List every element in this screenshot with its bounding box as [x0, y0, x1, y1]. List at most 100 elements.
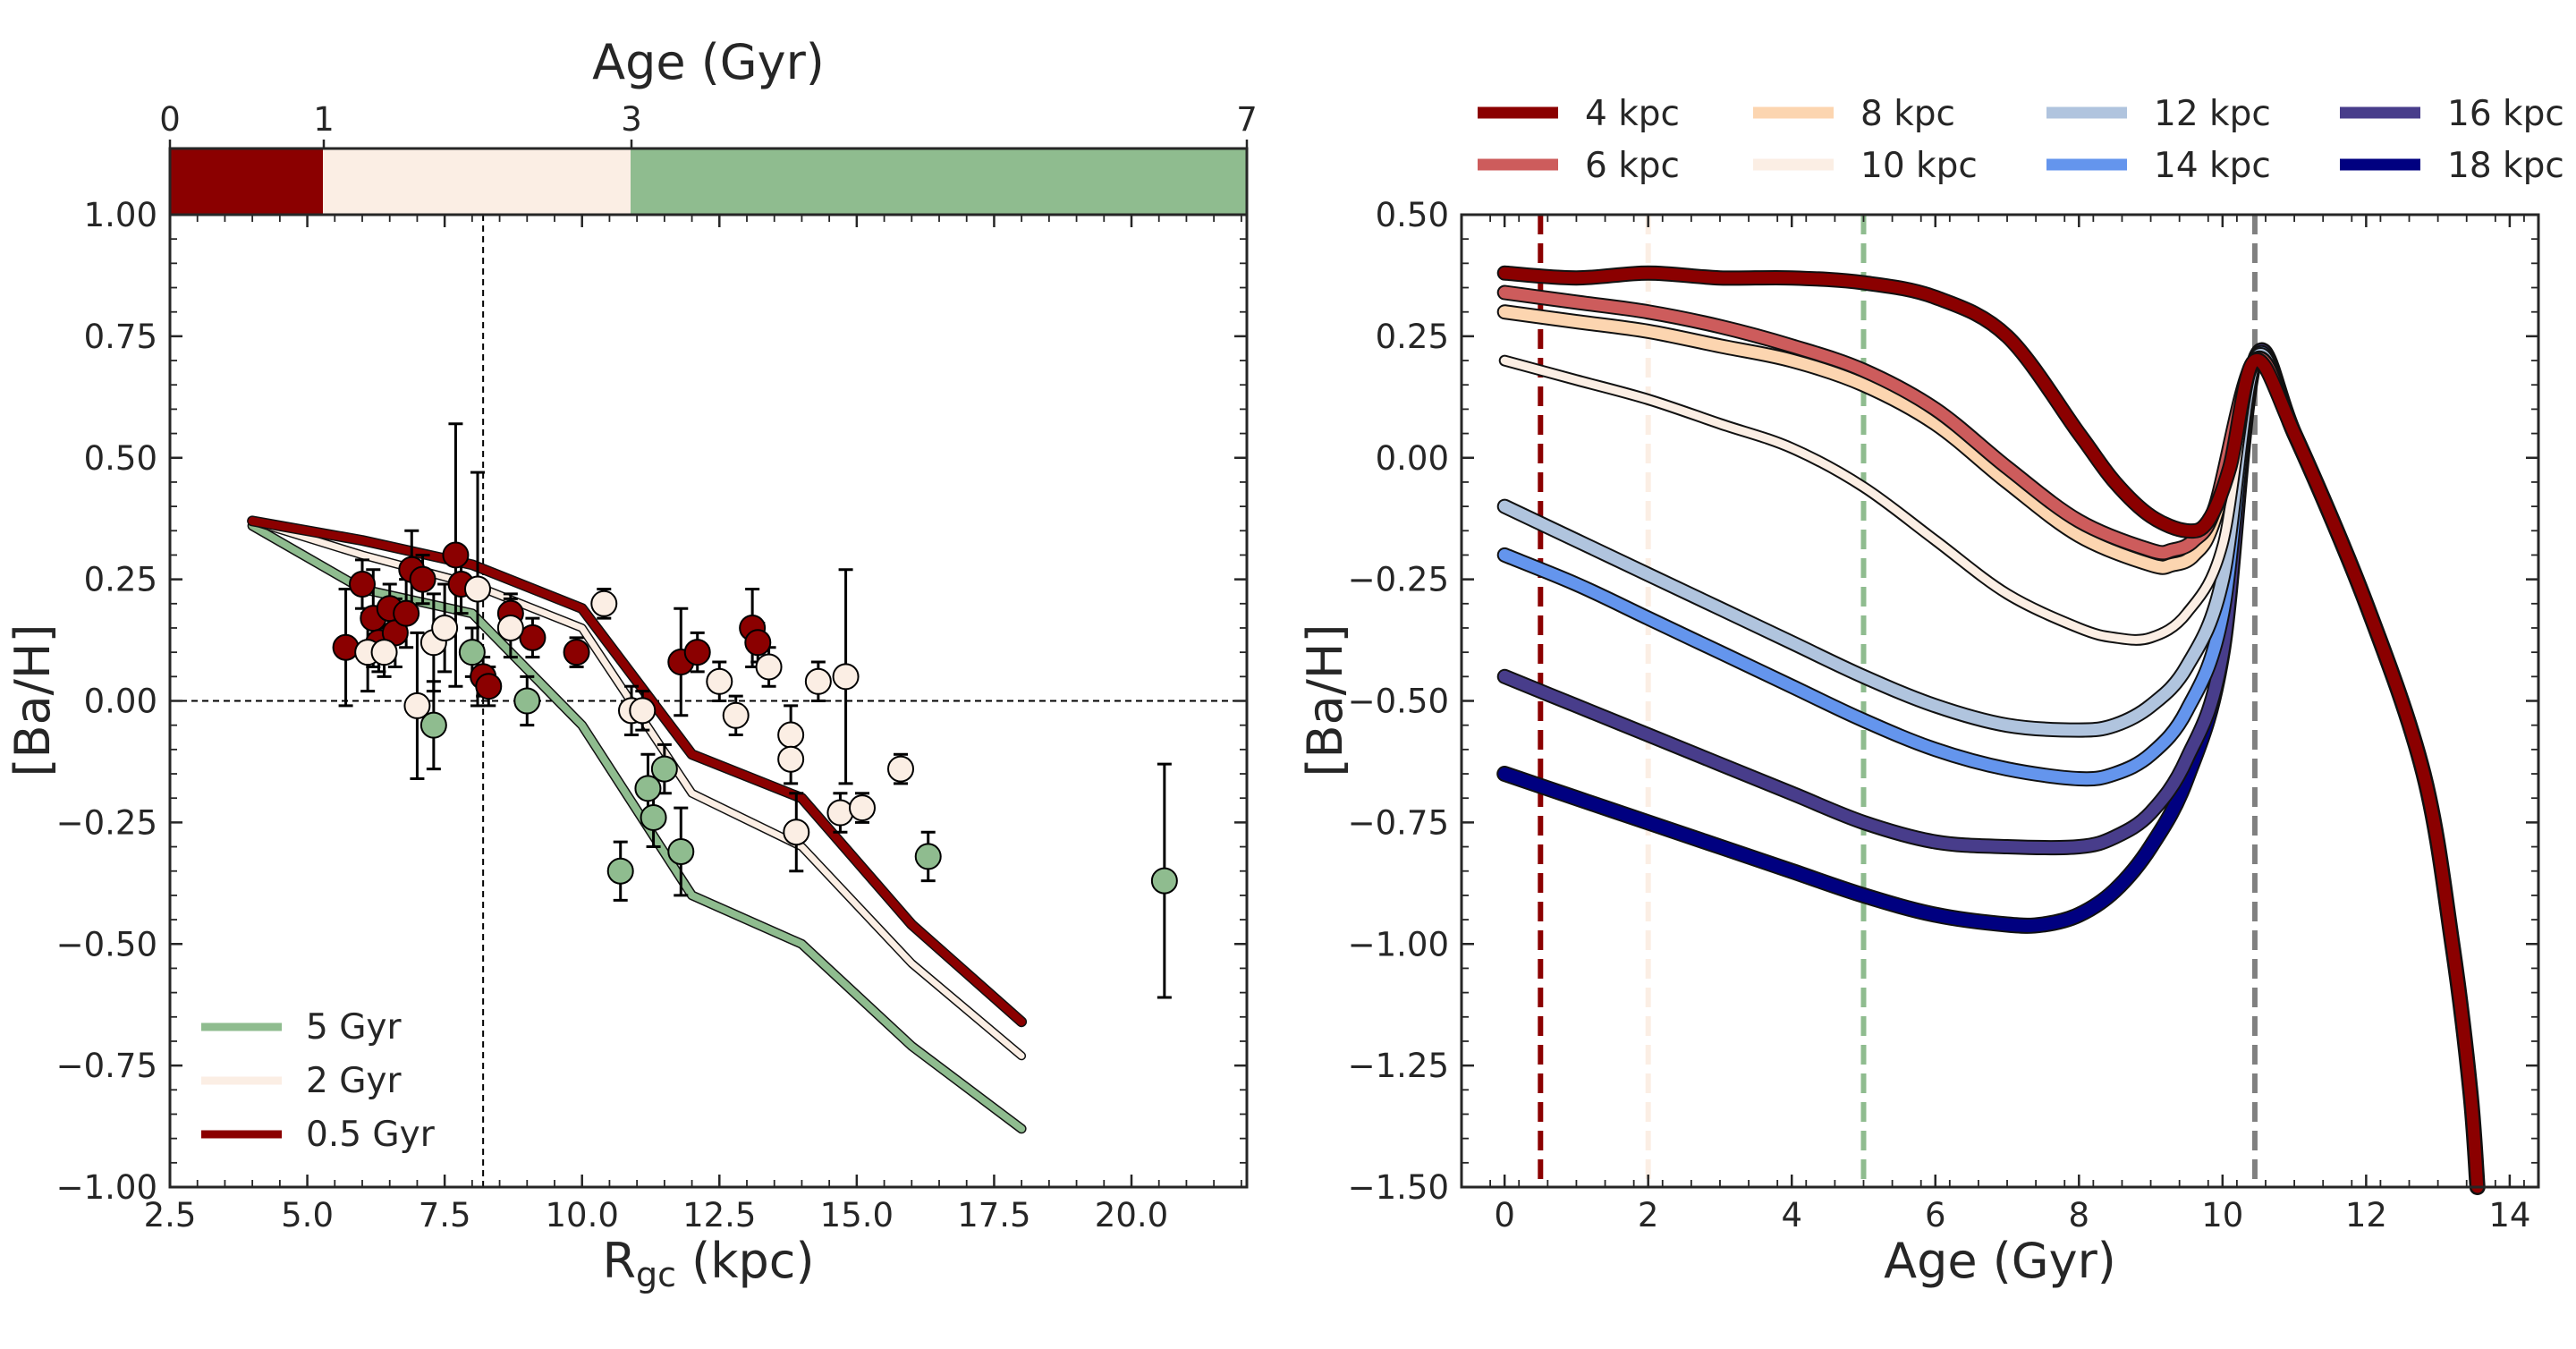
left-x-axis-label: Rgc (kpc) [602, 1233, 814, 1294]
data-point [1150, 867, 1178, 895]
legend-label-10-kpc: 10 kpc [1860, 146, 1978, 186]
data-point [722, 701, 750, 729]
series-line-0-5-gyr [248, 516, 1026, 1026]
right-xtick-label: 8 [2069, 1196, 2090, 1234]
left-ytick-label: 1.00 [84, 196, 157, 234]
right-xtick-label: 4 [1781, 1196, 1802, 1234]
data-point [513, 687, 541, 715]
left-ytick-label: −0.25 [56, 803, 157, 842]
left-x-axis-label-unit: (kpc) [676, 1233, 815, 1289]
right-xtick-label: 0 [1494, 1196, 1515, 1234]
data-point [744, 629, 772, 657]
data-point [431, 614, 459, 641]
data-point [409, 565, 436, 593]
left-xtick-label: 12.5 [682, 1196, 756, 1234]
data-point [777, 745, 805, 773]
right-ytick-label: 0.00 [1376, 439, 1449, 478]
colorbar-bin-0-1 [170, 148, 323, 215]
data-point [634, 775, 662, 802]
legend-label-16-kpc: 16 kpc [2447, 94, 2564, 134]
series-line-4-kpc [1498, 267, 2484, 1193]
data-point [370, 639, 398, 666]
data-point [887, 755, 914, 783]
right-xtick-label: 12 [2345, 1196, 2387, 1234]
left-xtick-label: 10.0 [546, 1196, 619, 1234]
left-x-axis-label-sub: gc [636, 1255, 676, 1294]
colorbar-ticks: 0 1 3 7 [159, 100, 1258, 148]
left-plot-content [170, 215, 1247, 1187]
left-x-axis-label-main: R [602, 1233, 636, 1289]
data-point [442, 541, 470, 569]
data-point [706, 667, 733, 695]
data-point [640, 803, 667, 831]
data-point [349, 571, 376, 598]
left-xtick-label: 15.0 [820, 1196, 894, 1234]
series-line-5-gyr [249, 522, 1026, 1133]
right-plot-content [1496, 215, 2486, 1195]
data-point [650, 755, 678, 783]
right-ytick-label: −1.50 [1348, 1168, 1449, 1207]
data-point [777, 721, 805, 749]
left-xtick-label: 5.0 [281, 1196, 334, 1234]
data-point [804, 667, 832, 695]
data-point [563, 639, 590, 666]
left-legend: 5 Gyr 2 Gyr 0.5 Gyr [201, 1007, 436, 1155]
right-ytick-label: −0.75 [1348, 803, 1449, 842]
data-point [826, 799, 854, 827]
left-xtick-label: 7.5 [419, 1196, 471, 1234]
left-plot-ticks: 2.5 5.0 7.5 10.0 12.5 15.0 17.5 20.0 −1.00 −0.75 −… [56, 196, 1247, 1234]
right-ytick-label: −1.00 [1348, 925, 1449, 963]
left-xtick-label: 20.0 [1095, 1196, 1168, 1234]
legend-label-2-gyr: 2 Gyr [306, 1061, 402, 1101]
left-ytick-label: −0.50 [56, 925, 157, 963]
left-ytick-label: 0.00 [84, 683, 157, 721]
colorbar-tick-label: 7 [1236, 100, 1258, 139]
colorbar-bin-1-3 [323, 148, 631, 215]
left-ytick-label: 0.25 [84, 561, 157, 599]
legend-label-6-kpc: 6 kpc [1585, 146, 1680, 186]
colorbar-tick-label: 3 [621, 100, 642, 139]
data-point [519, 624, 547, 651]
data-point [832, 663, 860, 691]
legend-label-5-gyr: 5 Gyr [306, 1007, 402, 1048]
right-panel: 0 2 4 6 8 10 12 14 −1.50 −1.25 −1.00 −0.75 −0.50 −0.2… [1297, 94, 2564, 1289]
left-xtick-label: 17.5 [957, 1196, 1030, 1234]
left-ytick-label: 0.75 [84, 318, 157, 356]
right-plot-frame [1460, 213, 2540, 1189]
right-xtick-label: 2 [1638, 1196, 1659, 1234]
colorbar-tick-label: 1 [313, 100, 335, 139]
left-ytick-label: −1.00 [56, 1168, 157, 1207]
left-ytick-label: 0.50 [84, 439, 157, 478]
right-y-axis-label: [Ba/H] [1297, 624, 1353, 776]
legend-label-0-5-gyr: 0.5 Gyr [306, 1115, 436, 1155]
right-ytick-label: 0.50 [1376, 196, 1449, 234]
data-point [419, 711, 447, 739]
data-point [606, 857, 634, 885]
right-legend: 4 kpc 6 kpc 8 kpc 10 kpc 12 kpc 14 kpc 16 kpc 1… [1478, 94, 2564, 186]
legend-label-14-kpc: 14 kpc [2154, 146, 2271, 186]
right-xtick-label: 10 [2201, 1196, 2243, 1234]
data-point [629, 697, 657, 725]
data-point [475, 673, 503, 700]
legend-label-8-kpc: 8 kpc [1860, 94, 1955, 134]
right-x-axis-label: Age (Gyr) [1884, 1233, 2116, 1289]
left-panel: 0 1 3 7 Age (Gyr) 2.5 5.0 7.5 10.0 12.5 15.0 17.5… [4, 34, 1258, 1294]
data-point [393, 599, 420, 627]
right-ytick-label: −1.25 [1348, 1047, 1449, 1085]
data-point [590, 590, 618, 617]
right-ytick-label: 0.25 [1376, 318, 1449, 356]
colorbar-bin-3-7 [631, 148, 1247, 215]
data-point [496, 614, 524, 641]
data-point [403, 691, 431, 719]
data-point [755, 653, 783, 681]
data-point [914, 843, 942, 870]
data-point [683, 639, 711, 666]
data-point [464, 575, 491, 603]
data-point [332, 633, 360, 661]
age-colorbar: 0 1 3 7 Age (Gyr) [159, 34, 1258, 216]
right-plot-ticks: 0 2 4 6 8 10 12 14 −1.50 −1.25 −1.00 −0.75 −0.50 −0.2… [1348, 196, 2538, 1234]
left-xtick-label: 2.5 [144, 1196, 197, 1234]
legend-label-18-kpc: 18 kpc [2447, 146, 2564, 186]
right-xtick-label: 6 [1925, 1196, 1946, 1234]
